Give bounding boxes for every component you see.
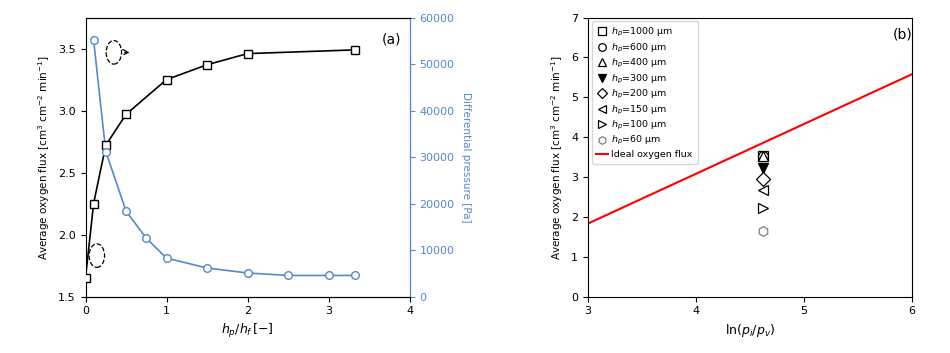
Text: (a): (a)	[381, 32, 401, 47]
Y-axis label: Average oxygen flux [cm$^3$ cm$^{-2}$ min$^{-1}$]: Average oxygen flux [cm$^3$ cm$^{-2}$ mi…	[550, 55, 565, 259]
Y-axis label: Differential pressure [Pa]: Differential pressure [Pa]	[461, 92, 471, 222]
Text: (b): (b)	[893, 28, 912, 42]
X-axis label: ln($p_i/p_v$): ln($p_i/p_v$)	[725, 322, 775, 339]
Y-axis label: Average oxygen flux [cm$^3$ cm$^{-2}$ min$^{-1}$]: Average oxygen flux [cm$^3$ cm$^{-2}$ mi…	[37, 55, 52, 259]
X-axis label: $h_p/h_f\,[-]$: $h_p/h_f\,[-]$	[221, 322, 274, 340]
Legend: $h_p$=1000 μm, $h_p$=600 μm, $h_p$=400 μm, $h_p$=300 μm, $h_p$=200 μm, $h_p$=150: $h_p$=1000 μm, $h_p$=600 μm, $h_p$=400 μ…	[592, 22, 697, 163]
